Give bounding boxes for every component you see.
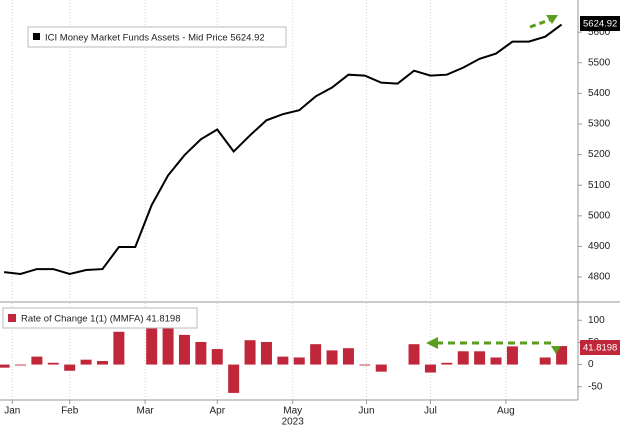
- annotation-arrows: [426, 15, 561, 354]
- y-tick-label: 5100: [588, 180, 611, 191]
- bar: [64, 364, 76, 371]
- bar: [441, 362, 453, 365]
- bar: [342, 348, 354, 365]
- bar: [211, 349, 223, 365]
- marks-layer: [0, 23, 568, 393]
- bar: [228, 364, 240, 393]
- bar: [359, 364, 371, 366]
- y-tick-label: 4900: [588, 241, 611, 252]
- legend-label: ICI Money Market Funds Assets - Mid Pric…: [45, 32, 228, 43]
- line-series: [3, 23, 563, 276]
- bar: [474, 351, 486, 365]
- bar: [47, 362, 59, 365]
- legend-swatch: [8, 314, 16, 322]
- last-value-label: 5624.92: [583, 19, 617, 30]
- x-tick-label: Jul: [424, 406, 437, 417]
- legend-box: [27, 26, 287, 48]
- y-tick-label: 5200: [588, 149, 611, 160]
- bar: [80, 359, 92, 365]
- legend-label: Rate of Change 1(1) (MMFA): [21, 313, 144, 324]
- bar: [244, 340, 256, 365]
- bar: [277, 356, 289, 365]
- bar: [260, 341, 272, 365]
- legend-bottom: Rate of Change 1(1) (MMFA) 41.8198: [2, 307, 198, 329]
- bar: [293, 357, 305, 365]
- bar: [490, 357, 502, 365]
- bar: [556, 346, 568, 365]
- bar: [408, 344, 420, 365]
- last-value-label: 41.8198: [583, 343, 617, 354]
- x-tick-label: May: [283, 406, 302, 417]
- bar: [31, 356, 43, 365]
- legend-value: 41.8198: [146, 313, 180, 324]
- y-tick-label: 4800: [588, 272, 611, 283]
- x-axis-label: 2023: [282, 417, 305, 427]
- y-tick-label: -50: [588, 381, 603, 392]
- legend-value: 5624.92: [230, 32, 264, 43]
- y-tick-label: 0: [588, 359, 594, 370]
- y-tick-label: 5500: [588, 57, 611, 68]
- bar: [375, 364, 387, 372]
- bar: [539, 357, 551, 365]
- y-tick-label: 5000: [588, 210, 611, 221]
- bar: [146, 326, 158, 365]
- x-tick-label: Mar: [136, 406, 154, 417]
- labels-layer: 4800 4900 5000 5100 5200 5300 5400 5500 5600 -50 0…: [4, 27, 610, 427]
- y-tick-label: 5600: [588, 27, 611, 38]
- arrow-head: [551, 346, 561, 354]
- x-tick-label: Aug: [497, 406, 515, 417]
- last-value-box: [580, 16, 620, 31]
- bar: [424, 364, 436, 373]
- legend-swatch: [33, 33, 40, 40]
- bar: [0, 364, 10, 368]
- bar: [310, 344, 322, 365]
- legend-text: Rate of Change 1(1) (MMFA) 41.8198: [21, 313, 180, 324]
- x-tick-label: Feb: [61, 406, 79, 417]
- grid-layer: [11, 0, 507, 400]
- bar: [326, 350, 338, 365]
- arrow-head: [426, 337, 438, 349]
- y-tick-label: 5400: [588, 88, 611, 99]
- arrow-line: [529, 17, 553, 29]
- bar: [178, 334, 190, 365]
- x-tick-label: Jun: [358, 406, 374, 417]
- bar: [162, 326, 174, 365]
- x-tick-label: Jan: [4, 406, 20, 417]
- bar: [195, 341, 207, 365]
- bar: [457, 351, 469, 365]
- bar: [14, 364, 26, 366]
- y-tick-label: 100: [588, 315, 605, 326]
- y-tick-label: 5300: [588, 119, 611, 130]
- legend-text: ICI Money Market Funds Assets - Mid Pric…: [45, 32, 265, 43]
- bar: [113, 331, 125, 365]
- last-value-box: [580, 340, 620, 355]
- bar: [96, 361, 108, 365]
- legend-top: ICI Money Market Funds Assets - Mid Pric…: [27, 26, 287, 48]
- legend-box: [2, 307, 198, 329]
- bar: [506, 346, 518, 365]
- x-tick-label: Apr: [209, 406, 225, 417]
- arrow-head: [546, 15, 558, 24]
